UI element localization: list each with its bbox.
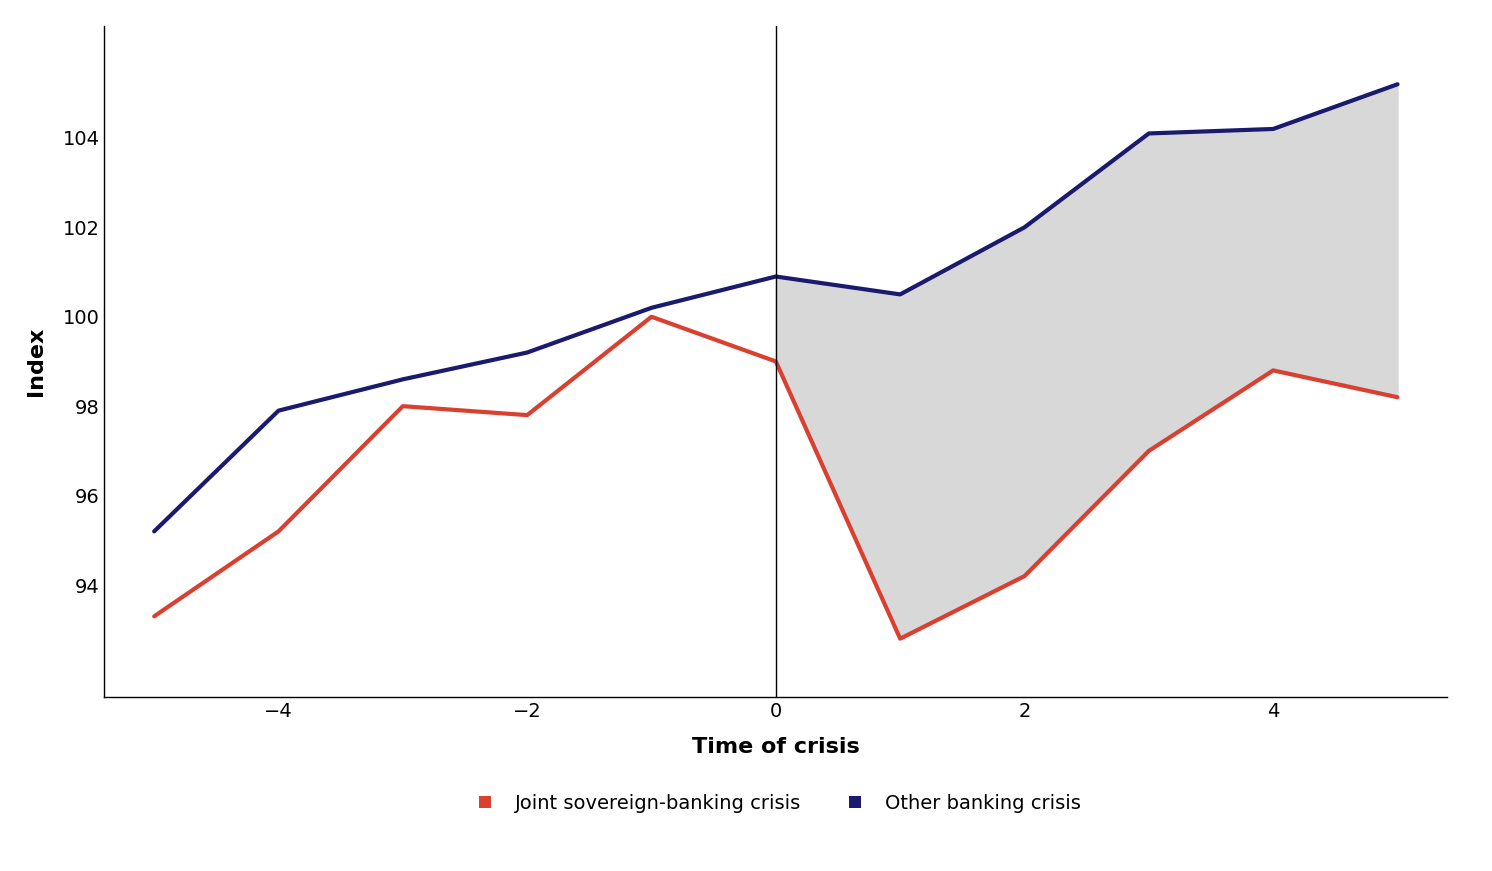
Legend: Joint sovereign-banking crisis, Other banking crisis: Joint sovereign-banking crisis, Other ba… <box>463 787 1089 821</box>
Y-axis label: Index: Index <box>25 327 46 396</box>
X-axis label: Time of crisis: Time of crisis <box>692 738 859 757</box>
